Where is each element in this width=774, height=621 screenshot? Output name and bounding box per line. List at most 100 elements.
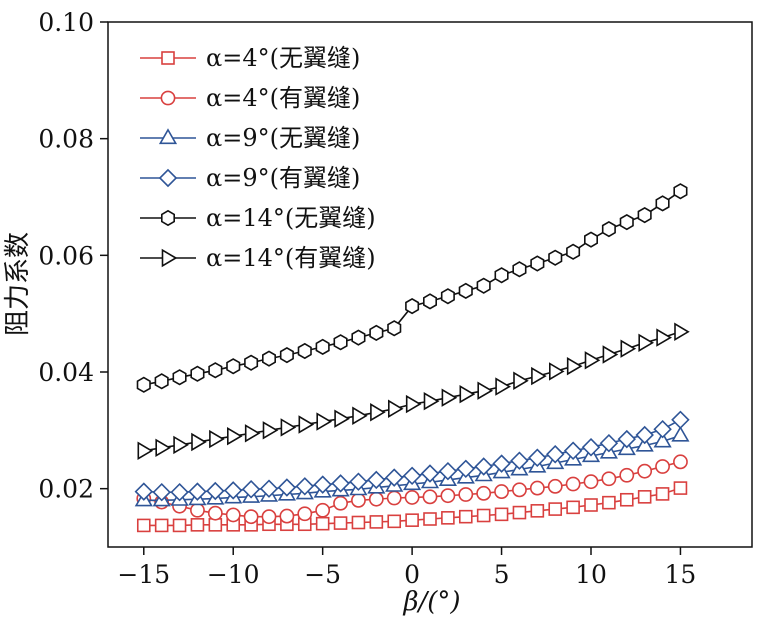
data-point — [334, 409, 350, 428]
data-point — [458, 282, 473, 300]
y-tick-label: 0.06 — [38, 241, 94, 270]
data-point — [492, 454, 511, 473]
data-point — [673, 481, 688, 495]
data-point — [173, 435, 189, 455]
data-point — [387, 320, 402, 337]
data-point — [512, 505, 527, 520]
legend-marker — [161, 209, 175, 227]
data-point — [422, 489, 438, 505]
data-point — [440, 488, 456, 504]
legend-marker — [160, 90, 176, 106]
data-point — [172, 518, 187, 533]
data-point — [351, 492, 366, 508]
data-point — [637, 490, 652, 504]
data-point — [653, 419, 672, 439]
data-point — [298, 415, 315, 434]
data-point — [458, 487, 474, 502]
legend-item: α=4°(无翼缝) — [140, 44, 360, 72]
data-point — [367, 470, 386, 490]
data-point — [530, 255, 545, 272]
legend-item: α=14°(无翼缝) — [140, 204, 376, 232]
series-6 — [137, 322, 690, 460]
data-point — [438, 461, 458, 481]
data-point — [316, 412, 333, 431]
data-point — [404, 490, 420, 505]
x-axis-label: β/(°) — [402, 587, 460, 617]
data-point — [243, 509, 259, 525]
legend-item: α=9°(有翼缝) — [140, 164, 360, 192]
data-point — [423, 392, 440, 411]
data-point — [315, 502, 331, 518]
data-point — [277, 478, 297, 497]
data-point — [351, 329, 366, 346]
data-point — [405, 297, 420, 315]
data-point — [548, 249, 563, 266]
data-point — [584, 498, 598, 512]
data-point — [476, 508, 491, 523]
data-point — [259, 479, 279, 498]
data-point — [333, 495, 348, 511]
data-point — [155, 438, 172, 457]
series-5 — [136, 183, 688, 393]
x-tick-label: −15 — [117, 560, 170, 589]
data-point — [602, 345, 619, 364]
data-point — [369, 324, 384, 342]
data-point — [477, 381, 494, 400]
data-point — [620, 339, 637, 358]
data-point — [637, 206, 652, 224]
axes-layer: −15 −10 −5 0 5 10 15 0.02 0.04 0.06 0.08 0.10 — [38, 8, 696, 589]
x-tick-label: −10 — [207, 560, 260, 589]
x-tick-label: −5 — [304, 560, 341, 589]
data-point — [494, 507, 509, 522]
data-point — [531, 366, 547, 386]
data-point — [261, 509, 277, 525]
data-point — [244, 354, 259, 371]
data-point — [548, 502, 563, 516]
x-tick-label: 5 — [494, 560, 510, 589]
data-point — [227, 426, 243, 446]
data-point — [494, 484, 509, 499]
data-point — [315, 516, 330, 531]
data-point — [566, 500, 580, 515]
data-point — [476, 485, 492, 501]
legend-label: α=9°(有翼缝) — [206, 164, 360, 192]
legend: α=4°(无翼缝) α=4°(有翼缝) α=9°(无翼缝) α=9°(有翼缝) α=14… — [140, 44, 376, 272]
data-point — [601, 471, 617, 487]
data-point — [601, 220, 616, 238]
data-point — [459, 385, 476, 404]
data-point — [563, 441, 583, 461]
data-point — [583, 474, 599, 490]
data-point — [671, 410, 690, 430]
data-point — [191, 432, 207, 452]
data-point — [333, 516, 348, 530]
data-point — [581, 437, 601, 457]
data-point — [136, 518, 151, 533]
data-point — [529, 480, 545, 496]
data-point — [279, 346, 294, 364]
legend-label: α=4°(无翼缝) — [206, 44, 360, 72]
data-point — [152, 482, 171, 502]
data-point — [136, 376, 151, 393]
data-point — [617, 429, 637, 449]
y-tick-label: 0.04 — [38, 358, 94, 387]
plot-frame — [107, 21, 753, 548]
y-axis-label: 阻力系数 — [3, 232, 33, 336]
data-point — [188, 482, 207, 501]
data-point — [369, 515, 384, 529]
data-point — [565, 476, 581, 492]
data-point — [405, 394, 422, 414]
data-point — [495, 377, 511, 396]
legend-marker — [161, 248, 178, 268]
data-point — [208, 362, 223, 379]
y-tick-label: 0.10 — [38, 8, 94, 37]
data-point — [387, 514, 402, 529]
data-point — [208, 518, 223, 532]
data-point — [510, 451, 529, 470]
data-point — [441, 388, 458, 407]
data-point — [528, 448, 547, 468]
data-point — [225, 507, 241, 523]
data-point — [476, 277, 491, 294]
data-point — [226, 358, 241, 375]
data-point — [405, 513, 419, 527]
